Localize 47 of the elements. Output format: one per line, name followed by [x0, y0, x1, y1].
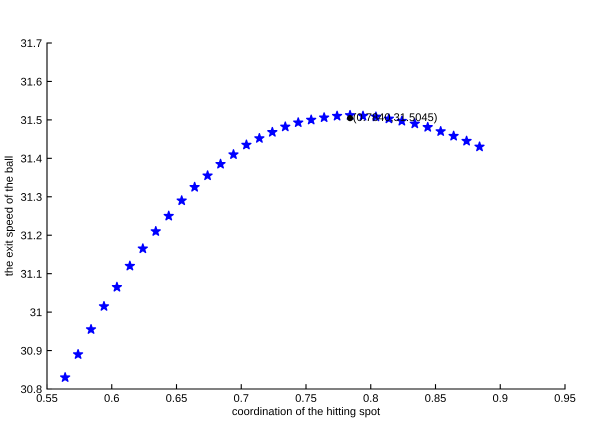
y-tick-label: 31.3 [20, 193, 42, 201]
point [112, 282, 122, 292]
y-tick-label: 31.5 [20, 116, 42, 124]
x-tick-label: 0.75 [296, 394, 316, 402]
x-tick-label: 0.6 [104, 394, 119, 402]
x-tick-label: 0.7 [234, 394, 248, 402]
y-axis-title: the exit speed of the ball [4, 156, 15, 276]
point [164, 210, 174, 220]
x-tick-label: 0.65 [166, 394, 187, 402]
point [150, 226, 161, 236]
x-tick-label: 0.85 [425, 394, 446, 402]
point [474, 141, 485, 152]
point [124, 260, 136, 270]
y-tick-label: 31.1 [20, 270, 42, 278]
point [436, 126, 446, 136]
y-tick-label: 30.9 [20, 346, 42, 355]
point [267, 126, 278, 137]
point [448, 130, 459, 140]
point [254, 132, 265, 143]
y-tick-label: 31.4 [20, 154, 42, 162]
point [332, 110, 342, 121]
point [280, 121, 290, 132]
point [215, 158, 226, 169]
point [319, 112, 330, 122]
point [138, 243, 148, 254]
y-tick-label: 31.6 [20, 78, 42, 86]
point [241, 140, 252, 150]
point [72, 349, 84, 359]
point [461, 136, 472, 146]
point [202, 170, 213, 180]
x-axis-title: coordination of the hitting spot [232, 406, 380, 418]
y-tick-label: 31.7 [20, 39, 42, 48]
x-tick-label: 0.8 [363, 394, 378, 402]
x-tick-label: 0.95 [554, 394, 576, 402]
point [176, 195, 187, 206]
point [98, 300, 110, 311]
x-tick-label: 0.9 [492, 394, 508, 402]
y-tick-label: 30.8 [20, 385, 42, 394]
point [60, 372, 70, 382]
point [306, 114, 316, 124]
point [86, 324, 96, 334]
point [190, 182, 200, 192]
y-tick-label: 31.2 [20, 231, 42, 240]
point [293, 117, 304, 128]
point [228, 149, 239, 159]
x-tick-label: 0.55 [36, 394, 58, 402]
y-tick-label: 31 [30, 308, 42, 316]
